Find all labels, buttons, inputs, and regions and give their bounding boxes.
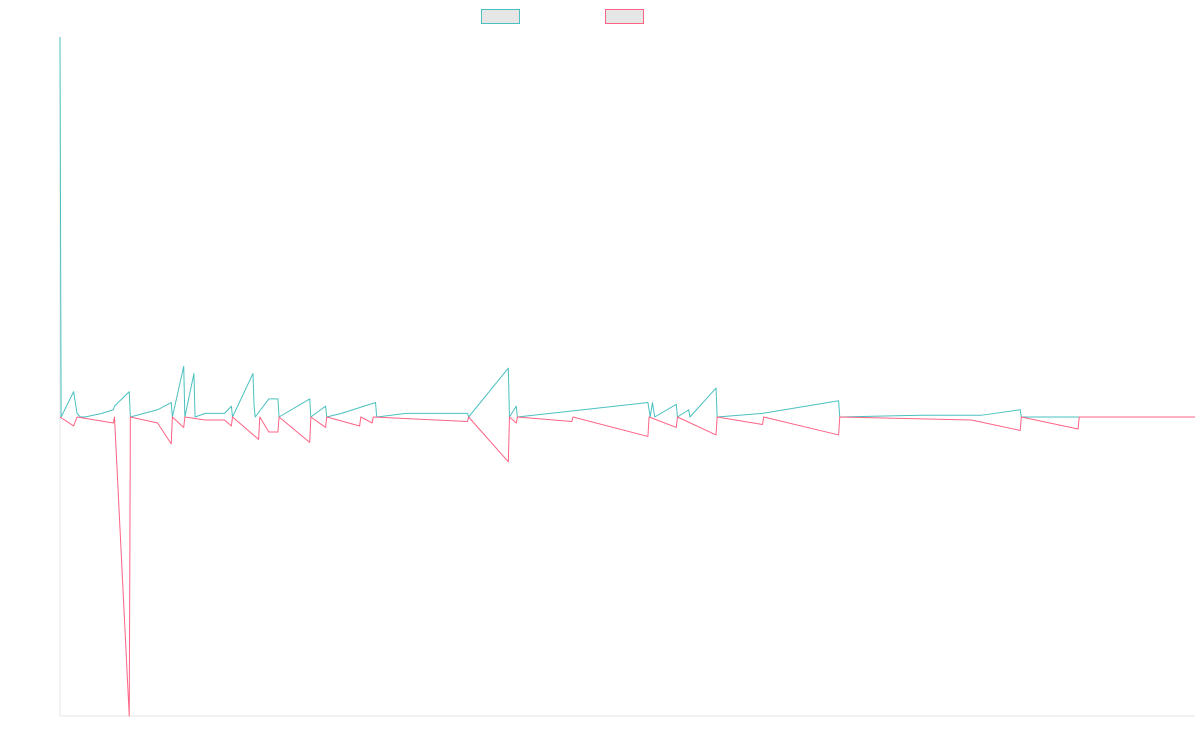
series-line-2 <box>59 416 1195 717</box>
series-line-1 <box>59 36 1195 418</box>
legend-swatch-series-1 <box>481 9 520 24</box>
legend-item-series-1[interactable] <box>481 9 526 24</box>
legend-item-series-2[interactable] <box>605 9 650 24</box>
legend-swatch-series-2 <box>605 9 644 24</box>
legend <box>0 9 1200 27</box>
